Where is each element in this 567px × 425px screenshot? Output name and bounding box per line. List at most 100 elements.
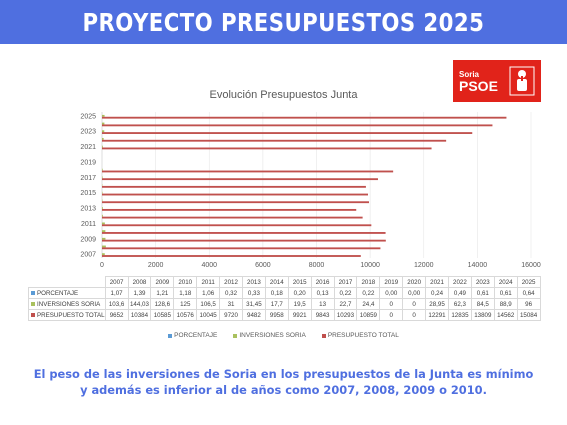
table-cell: 9720 — [219, 309, 243, 321]
table-cell: 9652 — [104, 309, 129, 321]
bar-presupuesto-total-2009 — [102, 239, 386, 242]
table-year-header: 2017 — [333, 276, 358, 288]
table-cell: 0,49 — [447, 287, 472, 299]
y-tick-label: 2007 — [80, 252, 96, 259]
series-swatch — [31, 301, 35, 306]
logo-main-text: PSOE — [459, 77, 498, 94]
table-row: PORCENTAJE 1,07 1,39 1,21 1,18 1,06 0,32 0,33 0,… — [28, 287, 541, 299]
x-tick-label: 4000 — [201, 262, 217, 269]
table-cell: 31 — [219, 298, 243, 310]
table-cell: 0,00 — [402, 287, 427, 299]
table-year-header: 2024 — [493, 276, 518, 288]
legend-label: INVERSIONES SORIA — [239, 332, 306, 339]
y-tick-label: 2021 — [80, 144, 96, 151]
legend-item: INVERSIONES SORIA — [233, 332, 306, 339]
y-tick-label: 2009 — [80, 236, 96, 243]
legend-label: PORCENTAJE — [174, 332, 218, 339]
table-cell: 62,3 — [447, 298, 472, 310]
bar-presupuesto-total-2025 — [102, 116, 507, 119]
bar-presupuesto-total-2010 — [102, 232, 386, 234]
x-tick-label: 12000 — [414, 262, 434, 269]
table-year-header: 2022 — [447, 276, 472, 288]
bar-inversiones-soria-2011 — [102, 222, 105, 225]
table-cell: 0,00 — [379, 287, 404, 299]
y-tick-label: 2013 — [80, 206, 96, 213]
bar-inversiones-soria-2017 — [102, 176, 103, 179]
table-year-header: 2019 — [379, 276, 404, 288]
bar-presupuesto-total-2015 — [102, 193, 369, 196]
bar-inversiones-soria-2013 — [102, 207, 103, 209]
bar-presupuesto-total-2023 — [102, 132, 473, 134]
bar-inversiones-soria-2023 — [102, 130, 105, 133]
bar-presupuesto-total-2014 — [102, 201, 369, 204]
bar-inversiones-soria-2015 — [102, 191, 103, 194]
bar-inversiones-soria-2018 — [102, 168, 103, 171]
table-cell: 12835 — [447, 309, 472, 321]
table-year-header: 2015 — [287, 276, 312, 288]
bar-presupuesto-total-2018 — [102, 170, 394, 173]
bar-inversiones-soria-2008 — [102, 245, 106, 248]
y-tick-label: 2011 — [81, 221, 96, 228]
table-year-header: 2020 — [402, 276, 427, 288]
bar-inversiones-soria-2024 — [102, 122, 105, 125]
table-year-header: 2007 — [104, 276, 129, 288]
y-tick-label: 2025 — [80, 113, 96, 120]
table-cell: 0 — [402, 309, 427, 321]
table-row-label: PRESUPUESTO TOTAL — [28, 309, 106, 321]
legend-swatch — [321, 333, 326, 338]
legend-item: PRESUPUESTO TOTAL — [321, 332, 399, 339]
table-row: INVERSIONES SORIA 103,6 144,03 128,6 125 106,… — [28, 298, 541, 310]
series-swatch — [31, 290, 35, 295]
bar-presupuesto-total-2021 — [102, 147, 432, 150]
table-cell: 9958 — [264, 309, 289, 321]
x-tick-label: 16000 — [521, 262, 541, 269]
bar-inversiones-soria-2010 — [102, 230, 106, 233]
bar-presupuesto-total-2011 — [102, 224, 372, 227]
x-tick-label: 6000 — [255, 262, 271, 269]
table-year-header: 2016 — [310, 276, 335, 288]
table-year-header: 2025 — [516, 276, 541, 288]
legend-swatch — [233, 333, 238, 338]
table-cell: 0,32 — [219, 287, 243, 299]
bar-presupuesto-total-2013 — [102, 208, 357, 211]
table-year-header: 2012 — [219, 276, 243, 288]
bar-presupuesto-total-2008 — [102, 247, 381, 250]
header-banner: PROYECTO PRESUPUESTOS 2025 — [0, 0, 567, 44]
table-cell: 28,95 — [425, 298, 449, 310]
table-cell: 0,22 — [356, 287, 381, 299]
table-cell: 1,21 — [150, 287, 175, 299]
table-cell: 0 — [402, 298, 427, 310]
bar-inversiones-soria-2009 — [102, 237, 106, 240]
table-cell: 10576 — [173, 309, 198, 321]
table-cell: 0,18 — [264, 287, 289, 299]
table-cell: 10859 — [356, 309, 381, 321]
table-cell: 14562 — [493, 309, 518, 321]
table-cell: 13 — [310, 298, 335, 310]
table-cell: 10585 — [150, 309, 175, 321]
table-year-header: 2018 — [356, 276, 381, 288]
table-cell: 9921 — [287, 309, 312, 321]
bar-presupuesto-total-2012 — [102, 216, 363, 219]
bar-inversiones-soria-2007 — [102, 253, 105, 256]
y-tick-label: 2019 — [80, 159, 96, 166]
x-tick-label: 8000 — [309, 262, 325, 269]
table-cell: 24,4 — [356, 298, 381, 310]
table-cell: 1,07 — [104, 287, 129, 299]
table-year-header: 2021 — [425, 276, 449, 288]
table-cell: 9843 — [310, 309, 335, 321]
table-cell: 31,45 — [241, 298, 266, 310]
table-row-label: PORCENTAJE — [28, 287, 106, 299]
table-cell: 0,61 — [470, 287, 495, 299]
table-cell: 0 — [379, 298, 404, 310]
bar-inversiones-soria-2012 — [102, 214, 103, 217]
table-cell: 1,39 — [127, 287, 152, 299]
table-year-header: 2011 — [196, 276, 221, 288]
caption-text: El peso de las inversiones de Soria en l… — [33, 367, 534, 397]
table-corner-cell — [29, 277, 106, 288]
table-cell: 10384 — [127, 309, 152, 321]
table-cell: 1,06 — [196, 287, 221, 299]
table-cell: 103,6 — [104, 298, 129, 310]
bar-presupuesto-total-2007 — [102, 255, 361, 257]
legend-item: PORCENTAJE — [168, 332, 217, 339]
table-cell: 15084 — [516, 309, 541, 321]
